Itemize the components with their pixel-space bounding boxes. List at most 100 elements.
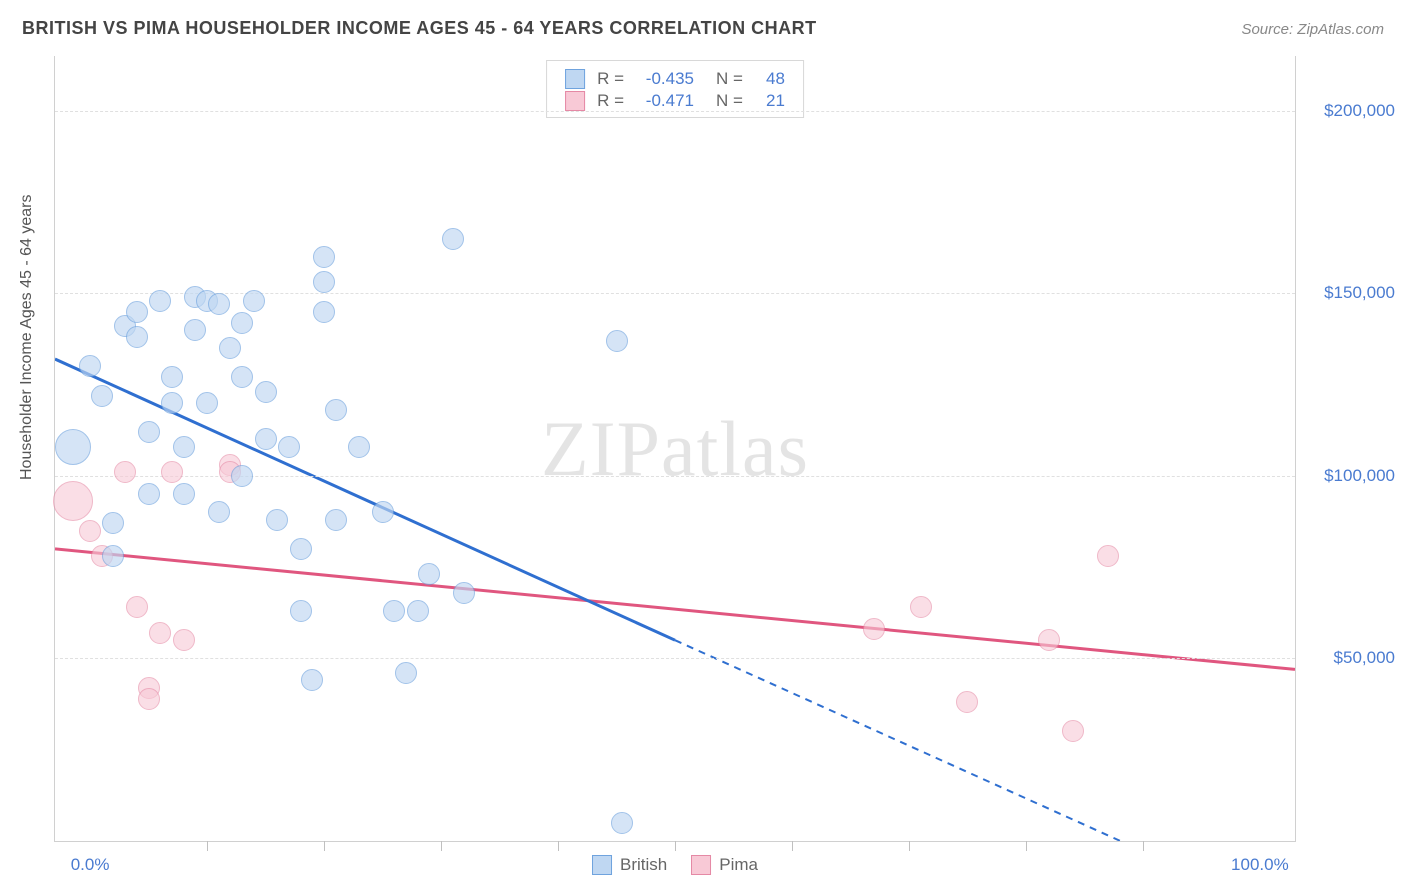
x-tick	[207, 841, 208, 851]
british-point	[79, 355, 101, 377]
swatch-icon	[691, 855, 711, 875]
pima-point	[149, 622, 171, 644]
british-point	[383, 600, 405, 622]
pima-point	[1062, 720, 1084, 742]
x-tick-label: 100.0%	[1231, 855, 1289, 875]
british-point	[606, 330, 628, 352]
x-tick	[675, 841, 676, 851]
pima-point	[79, 520, 101, 542]
y-axis-label: Householder Income Ages 45 - 64 years	[18, 195, 36, 481]
british-point	[407, 600, 429, 622]
british-point	[161, 366, 183, 388]
watermark: ZIPatlas	[541, 404, 809, 494]
british-point	[290, 538, 312, 560]
swatch-icon	[592, 855, 612, 875]
british-point	[278, 436, 300, 458]
british-point	[231, 312, 253, 334]
british-point	[55, 429, 91, 465]
british-point	[372, 501, 394, 523]
pima-point	[1038, 629, 1060, 651]
british-point	[208, 501, 230, 523]
british-point	[255, 381, 277, 403]
british-point	[196, 392, 218, 414]
x-tick	[792, 841, 793, 851]
british-point	[149, 290, 171, 312]
british-point	[231, 465, 253, 487]
legend-item-british: British	[592, 855, 667, 875]
british-point	[102, 545, 124, 567]
british-point	[313, 271, 335, 293]
legend-series: British Pima	[592, 855, 758, 875]
british-point	[442, 228, 464, 250]
chart-title: BRITISH VS PIMA HOUSEHOLDER INCOME AGES …	[22, 18, 817, 39]
pima-point	[138, 688, 160, 710]
british-point	[173, 436, 195, 458]
british-point	[348, 436, 370, 458]
r-value: -0.471	[634, 91, 694, 111]
british-point	[91, 385, 113, 407]
x-tick	[558, 841, 559, 851]
british-point	[301, 669, 323, 691]
y-tick-label: $200,000	[1303, 101, 1395, 121]
x-tick	[909, 841, 910, 851]
british-point	[126, 326, 148, 348]
british-point	[161, 392, 183, 414]
chart-area: Householder Income Ages 45 - 64 years ZI…	[0, 50, 1406, 892]
legend-item-pima: Pima	[691, 855, 758, 875]
british-point	[138, 421, 160, 443]
british-point	[418, 563, 440, 585]
pima-point	[173, 629, 195, 651]
british-point	[255, 428, 277, 450]
british-point	[395, 662, 417, 684]
x-tick	[1026, 841, 1027, 851]
pima-point	[863, 618, 885, 640]
pima-point	[126, 596, 148, 618]
british-point	[173, 483, 195, 505]
legend-label: British	[620, 855, 667, 875]
pima-point	[53, 481, 93, 521]
n-value: 48	[753, 69, 785, 89]
gridline	[55, 293, 1295, 294]
british-point	[126, 301, 148, 323]
y-tick-label: $100,000	[1303, 466, 1395, 486]
y-tick-label: $150,000	[1303, 283, 1395, 303]
pima-point	[1097, 545, 1119, 567]
british-point	[290, 600, 312, 622]
pima-point	[114, 461, 136, 483]
watermark-atlas: atlas	[661, 405, 809, 492]
gridline	[55, 658, 1295, 659]
plot-region: ZIPatlas R =-0.435N =48R =-0.471N =21 Br…	[54, 56, 1296, 842]
legend-label: Pima	[719, 855, 758, 875]
r-label: R =	[597, 69, 624, 89]
x-tick	[324, 841, 325, 851]
y-tick-label: $50,000	[1303, 648, 1395, 668]
chart-source: Source: ZipAtlas.com	[1241, 21, 1384, 38]
british-point	[453, 582, 475, 604]
n-label: N =	[716, 69, 743, 89]
british-point	[219, 337, 241, 359]
n-label: N =	[716, 91, 743, 111]
british-point	[102, 512, 124, 534]
pima-point	[956, 691, 978, 713]
british-point	[138, 483, 160, 505]
chart-header: BRITISH VS PIMA HOUSEHOLDER INCOME AGES …	[0, 0, 1406, 49]
r-value: -0.435	[634, 69, 694, 89]
r-label: R =	[597, 91, 624, 111]
british-point	[325, 399, 347, 421]
british-point	[266, 509, 288, 531]
x-tick	[441, 841, 442, 851]
british-point	[611, 812, 633, 834]
pima-point	[161, 461, 183, 483]
swatch-icon	[565, 91, 585, 111]
british-point	[313, 301, 335, 323]
british-point	[243, 290, 265, 312]
watermark-zip: ZIP	[541, 405, 661, 492]
british-point	[231, 366, 253, 388]
legend-row-pima: R = -0.471 N = 21	[565, 91, 785, 111]
n-value: 21	[753, 91, 785, 111]
british-point	[325, 509, 347, 531]
pima-point	[910, 596, 932, 618]
swatch-icon	[565, 69, 585, 89]
legend-correlation: R = -0.435 N = 48 R = -0.471 N = 21	[546, 60, 804, 118]
legend-row-british: R = -0.435 N = 48	[565, 69, 785, 89]
